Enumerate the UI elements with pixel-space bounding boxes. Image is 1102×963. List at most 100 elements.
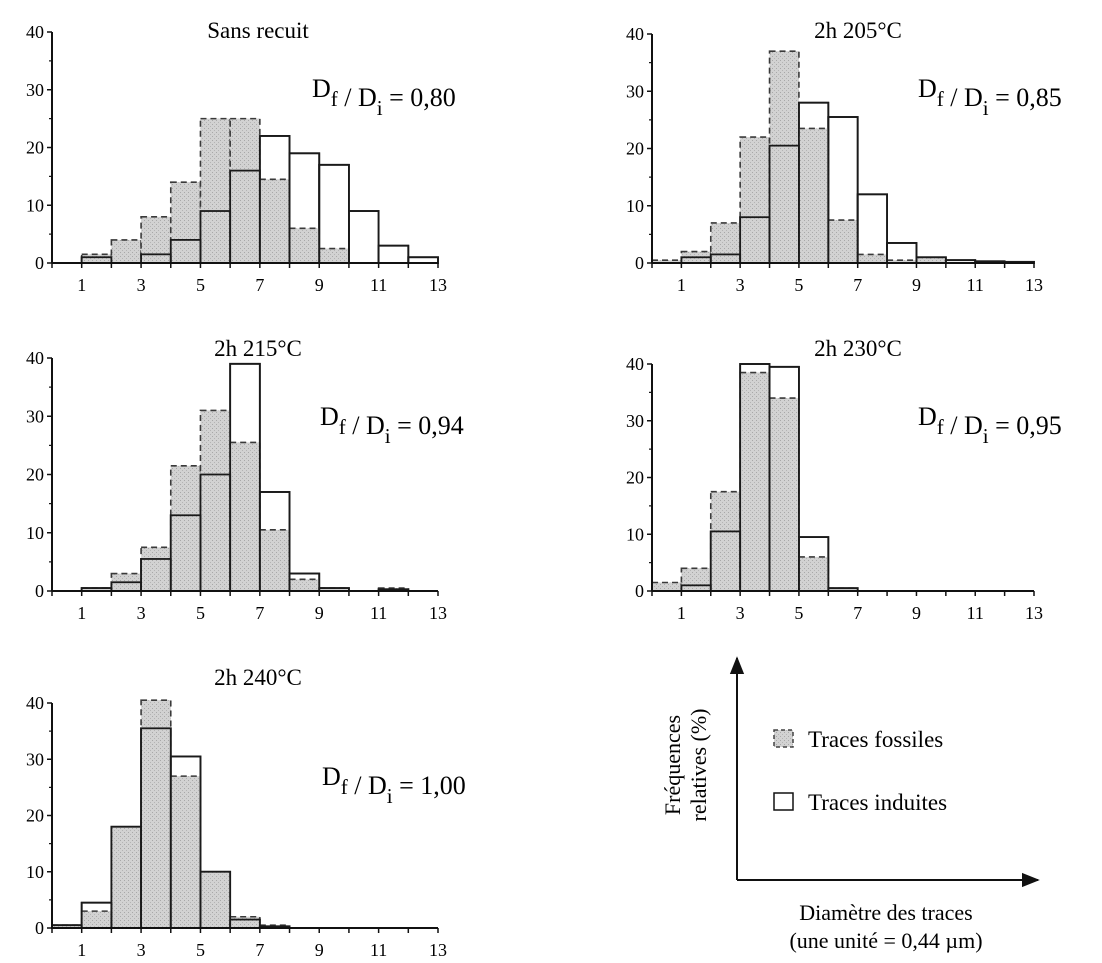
bar-fossil bbox=[680, 567, 712, 592]
y-tick-label: 30 bbox=[26, 80, 44, 100]
y-tick-label: 30 bbox=[26, 749, 44, 769]
x-tick-label: 7 bbox=[853, 275, 862, 295]
legend-y-axis-label-line2: relatives (%) bbox=[686, 709, 711, 822]
bar-fossil bbox=[856, 253, 888, 264]
x-tick-label: 5 bbox=[196, 603, 205, 623]
x-tick-label: 11 bbox=[967, 603, 984, 623]
x-tick-label: 11 bbox=[370, 603, 387, 623]
y-tick-label: 20 bbox=[626, 139, 644, 159]
bar-fossil bbox=[768, 397, 800, 592]
x-tick-label: 3 bbox=[137, 603, 146, 623]
bar-fossil bbox=[199, 870, 231, 929]
legend-swatch-induced bbox=[773, 792, 794, 811]
y-tick-label: 0 bbox=[35, 918, 44, 938]
x-tick-label: 1 bbox=[77, 275, 86, 295]
x-tick-label: 3 bbox=[736, 603, 745, 623]
bar-induced bbox=[318, 163, 350, 264]
x-tick-label: 5 bbox=[794, 275, 803, 295]
y-tick-label: 40 bbox=[626, 24, 644, 44]
bar-fossil bbox=[140, 216, 172, 264]
bar-induced bbox=[348, 210, 380, 264]
bar-fossil bbox=[169, 181, 202, 264]
legend-swatch-fossil bbox=[773, 729, 794, 748]
y-tick-label: 30 bbox=[626, 81, 644, 101]
legend-label-induced: Traces induites bbox=[808, 790, 947, 815]
panel-title: Sans recuit bbox=[207, 18, 309, 43]
x-tick-label: 7 bbox=[255, 940, 264, 960]
x-tick-label: 11 bbox=[967, 275, 984, 295]
y-tick-label: 10 bbox=[26, 523, 44, 543]
bar-induced bbox=[856, 193, 888, 264]
panel-title: 2h 215°C bbox=[214, 336, 302, 361]
bar-fossil bbox=[827, 219, 859, 264]
y-tick-label: 20 bbox=[626, 468, 644, 488]
y-tick-label: 0 bbox=[635, 581, 644, 601]
x-tick-label: 13 bbox=[429, 275, 447, 295]
y-tick-label: 40 bbox=[26, 348, 44, 368]
x-tick-label: 9 bbox=[912, 275, 921, 295]
x-tick-label: 1 bbox=[677, 275, 686, 295]
x-tick-label: 1 bbox=[77, 603, 86, 623]
bar-fossil bbox=[259, 178, 291, 264]
legend: Fréquences relatives (%) Traces fossiles… bbox=[660, 656, 1040, 953]
x-tick-label: 9 bbox=[912, 603, 921, 623]
y-tick-label: 10 bbox=[26, 195, 44, 215]
ratio-label: Df / Di = 0,80 bbox=[312, 74, 456, 120]
x-tick-label: 9 bbox=[315, 940, 324, 960]
y-tick-label: 40 bbox=[26, 22, 44, 42]
bar-fossil bbox=[768, 50, 800, 264]
ratio-label: Df / Di = 1,00 bbox=[322, 762, 466, 808]
x-tick-label: 9 bbox=[315, 275, 324, 295]
bar-fossil bbox=[259, 529, 291, 592]
bar-fossil bbox=[110, 239, 142, 264]
y-tick-label: 10 bbox=[26, 862, 44, 882]
y-tick-label: 10 bbox=[626, 524, 644, 544]
bar-fossil bbox=[651, 581, 683, 592]
x-tick-label: 5 bbox=[196, 940, 205, 960]
bar-fossil bbox=[739, 371, 771, 592]
bar-fossil bbox=[229, 915, 261, 929]
bar-fossil bbox=[199, 117, 231, 264]
y-tick-label: 40 bbox=[626, 354, 644, 374]
bar-fossil bbox=[709, 490, 741, 592]
legend-y-axis-label-line1: Fréquences bbox=[660, 715, 685, 815]
x-tick-label: 5 bbox=[196, 275, 205, 295]
y-tick-label: 20 bbox=[26, 465, 44, 485]
bar-fossil bbox=[140, 699, 172, 929]
ratio-label: Df / Di = 0,94 bbox=[320, 402, 464, 448]
x-tick-label: 7 bbox=[255, 603, 264, 623]
x-tick-label: 13 bbox=[1025, 275, 1043, 295]
bar-fossil bbox=[798, 127, 830, 264]
y-tick-label: 20 bbox=[26, 138, 44, 158]
bar-fossil bbox=[318, 247, 350, 264]
bar-fossil bbox=[140, 546, 172, 592]
bar-fossil bbox=[199, 409, 231, 592]
bar-fossil bbox=[229, 441, 261, 592]
x-tick-label: 3 bbox=[736, 275, 745, 295]
ratio-label: Df / Di = 0,85 bbox=[918, 74, 1062, 120]
bar-fossil bbox=[739, 136, 771, 264]
x-tick-label: 7 bbox=[255, 275, 264, 295]
legend-label-fossil: Traces fossiles bbox=[808, 727, 943, 752]
x-tick-label: 11 bbox=[370, 275, 387, 295]
x-tick-label: 11 bbox=[370, 940, 387, 960]
x-tick-label: 9 bbox=[315, 603, 324, 623]
legend-x-axis-label-line2: (une unité = 0,44 µm) bbox=[789, 928, 982, 953]
panel-title: 2h 230°C bbox=[814, 336, 902, 361]
x-tick-label: 13 bbox=[1025, 603, 1043, 623]
bar-fossil bbox=[169, 775, 202, 929]
y-tick-label: 30 bbox=[26, 406, 44, 426]
ratio-label: Df / Di = 0,95 bbox=[918, 402, 1062, 448]
y-tick-label: 0 bbox=[35, 253, 44, 273]
bar-fossil bbox=[110, 825, 142, 929]
y-tick-label: 0 bbox=[635, 253, 644, 273]
bar-fossil bbox=[169, 464, 202, 592]
x-tick-label: 13 bbox=[429, 940, 447, 960]
bar-fossil bbox=[798, 556, 830, 592]
